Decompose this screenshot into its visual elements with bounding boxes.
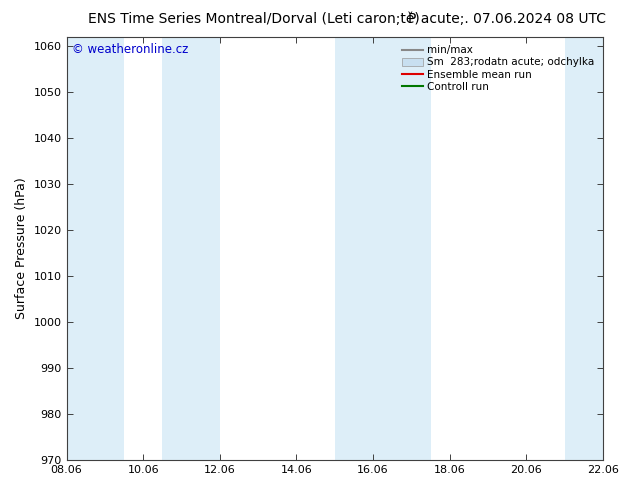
Text: P acute;. 07.06.2024 08 UTC: P acute;. 07.06.2024 08 UTC [408, 12, 606, 26]
Text: © weatheronline.cz: © weatheronline.cz [72, 44, 188, 56]
Legend: min/max, Sm  283;rodatn acute; odchylka, Ensemble mean run, Controll run: min/max, Sm 283;rodatn acute; odchylka, … [399, 42, 598, 95]
Bar [392, 37, 430, 460]
Y-axis label: Surface Pressure (hPa): Surface Pressure (hPa) [15, 178, 28, 319]
Bar [67, 37, 124, 460]
Bar [565, 37, 603, 460]
Bar [162, 37, 220, 460]
Text: ENS Time Series Montreal/Dorval (Leti caron;tě): ENS Time Series Montreal/Dorval (Leti ca… [87, 12, 420, 26]
Bar [335, 37, 392, 460]
